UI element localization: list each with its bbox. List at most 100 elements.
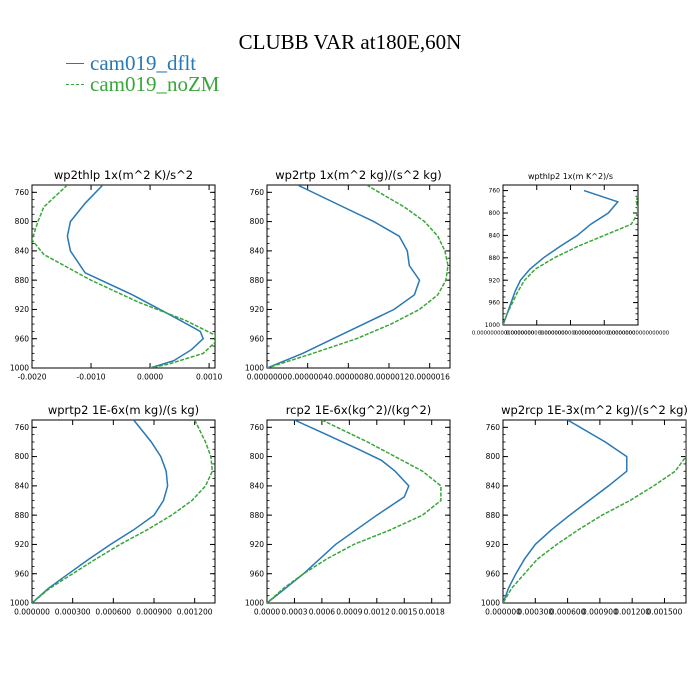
series-line-dflt — [66, 185, 205, 368]
series-line-dflt — [503, 420, 628, 603]
chart-panel: wp2thlp 1x(m^2 K)/s^2 760 800 840 880 920 960 1… — [10, 168, 223, 382]
series-line-noZM — [503, 190, 638, 325]
plot-frame — [502, 419, 687, 604]
plot-frame — [31, 419, 216, 604]
x-tick-label: 0.000900 — [136, 608, 172, 617]
x-tick-label: 0.0000 — [137, 373, 163, 382]
x-tick-label: 0.001200 — [177, 608, 213, 617]
series-line-noZM — [32, 420, 214, 603]
y-tick-label: 800 — [486, 452, 501, 461]
y-tick-label: 760 — [489, 188, 501, 195]
legend-label: cam019_noZM — [90, 72, 220, 96]
legend-item-noZM: cam019_noZM — [66, 73, 219, 95]
x-tick-label: 0.000300 — [517, 608, 553, 617]
x-tick-label: 0.0006 — [309, 608, 335, 617]
y-tick-label: 800 — [15, 452, 30, 461]
y-tick-label: 800 — [250, 452, 265, 461]
x-tick-label: 0.000900 — [582, 608, 618, 617]
y-tick-label: 880 — [486, 511, 501, 520]
x-tick-label: 0.0009 — [336, 608, 362, 617]
y-tick-label: 920 — [486, 540, 501, 549]
x-tick-label: 0.0003 — [281, 608, 307, 617]
x-tick-label: 0.00000000000000000 — [607, 330, 670, 336]
y-tick-label: 840 — [250, 247, 265, 256]
y-tick-label: 1000 — [245, 364, 264, 373]
x-tick-label: 0.000600 — [550, 608, 586, 617]
y-tick-label: 760 — [486, 423, 501, 432]
y-tick-label: 880 — [250, 511, 265, 520]
y-tick-label: 1000 — [481, 599, 500, 608]
x-tick-label: 0.00000000000000000 — [539, 330, 602, 336]
y-tick-label: 960 — [15, 334, 30, 343]
x-tick-label: 0.000000 — [485, 608, 521, 617]
y-tick-label: 800 — [15, 217, 30, 226]
y-tick-label: 960 — [486, 569, 501, 578]
y-tick-label: 960 — [250, 569, 265, 578]
y-tick-label: 760 — [250, 188, 265, 197]
plot-frame — [266, 419, 451, 604]
y-tick-label: 920 — [15, 305, 30, 314]
plot-frame — [502, 184, 639, 326]
y-tick-label: 880 — [250, 276, 265, 285]
series-line-noZM — [503, 420, 686, 603]
y-tick-label: 840 — [489, 233, 501, 240]
y-tick-label: 880 — [15, 276, 30, 285]
series-line-noZM — [267, 185, 449, 368]
y-tick-label: 960 — [250, 334, 265, 343]
x-tick-label: 0.0000008 — [328, 373, 369, 382]
series-line-noZM — [32, 185, 215, 368]
y-tick-label: 960 — [489, 300, 501, 307]
chart-panel: rcp2 1E-6x(kg^2)/(kg^2) 760 800 840 880 920 96… — [245, 403, 451, 617]
chart-panel: wp2rtp 1x(m^2 kg)/(s^2 kg) 760 800 840 880 92… — [245, 168, 451, 382]
x-tick-label: 0.0000004 — [287, 373, 328, 382]
legend-line-swatch — [66, 62, 84, 64]
legend-item-dflt: cam019_dflt — [66, 52, 196, 74]
chart-title: wprtp2 1E-6x(m kg)/(s kg) — [48, 403, 199, 417]
y-tick-label: 760 — [250, 423, 265, 432]
page-title: CLUBB VAR at180E,60N — [238, 30, 462, 54]
y-tick-label: 920 — [489, 277, 501, 284]
x-tick-label: -0.0020 — [18, 373, 47, 382]
series-line-dflt — [503, 189, 620, 325]
x-tick-label: 0.001500 — [647, 608, 683, 617]
series-line-dflt — [267, 420, 410, 603]
y-tick-label: 920 — [15, 540, 30, 549]
x-tick-label: 0.00000000000000000 — [506, 330, 569, 336]
chart-title: wpthlp2 1x(m K^2)/s — [528, 172, 613, 181]
chart-title: rcp2 1E-6x(kg^2)/(kg^2) — [286, 403, 432, 417]
chart-title: wp2thlp 1x(m^2 K)/s^2 — [54, 168, 193, 182]
y-tick-label: 1000 — [485, 322, 500, 329]
y-tick-label: 1000 — [10, 599, 29, 608]
y-tick-label: 800 — [489, 210, 501, 217]
legend-label: cam019_dflt — [90, 51, 197, 75]
chart-panel: wpthlp2 1x(m K^2)/s 760 800 840 880 920 960 100… — [472, 172, 670, 336]
y-tick-label: 800 — [250, 217, 265, 226]
x-tick-label: 0.000000 — [14, 608, 50, 617]
series-line-dflt — [267, 185, 421, 368]
y-tick-label: 840 — [15, 247, 30, 256]
chart-title: wp2rcp 1E-3x(m^2 kg)/(s^2 kg) — [501, 403, 688, 417]
x-tick-label: 0.0000016 — [409, 373, 450, 382]
x-tick-label: 0.000600 — [95, 608, 131, 617]
x-tick-label: 0.0010 — [196, 373, 222, 382]
y-tick-label: 920 — [250, 540, 265, 549]
x-tick-label: -0.0010 — [77, 373, 106, 382]
chart-panel: wprtp2 1E-6x(m kg)/(s kg) 760 800 840 880 920… — [10, 403, 216, 617]
chart-title: wp2rtp 1x(m^2 kg)/(s^2 kg) — [275, 168, 442, 182]
y-tick-label: 920 — [250, 305, 265, 314]
y-tick-label: 840 — [250, 482, 265, 491]
x-tick-label: 0.0015 — [391, 608, 417, 617]
x-tick-label: 0.001200 — [614, 608, 650, 617]
x-tick-label: 0.0012 — [364, 608, 390, 617]
x-tick-label: 0.00000000000000000 — [472, 330, 535, 336]
legend-line-swatch — [66, 83, 84, 85]
y-tick-label: 760 — [15, 423, 30, 432]
y-tick-label: 1000 — [245, 599, 264, 608]
plot-frame — [31, 184, 216, 369]
y-tick-label: 840 — [15, 482, 30, 491]
y-tick-label: 840 — [486, 482, 501, 491]
x-tick-label: 0.00000000000000000 — [573, 330, 636, 336]
y-tick-label: 960 — [15, 569, 30, 578]
y-tick-label: 880 — [15, 511, 30, 520]
